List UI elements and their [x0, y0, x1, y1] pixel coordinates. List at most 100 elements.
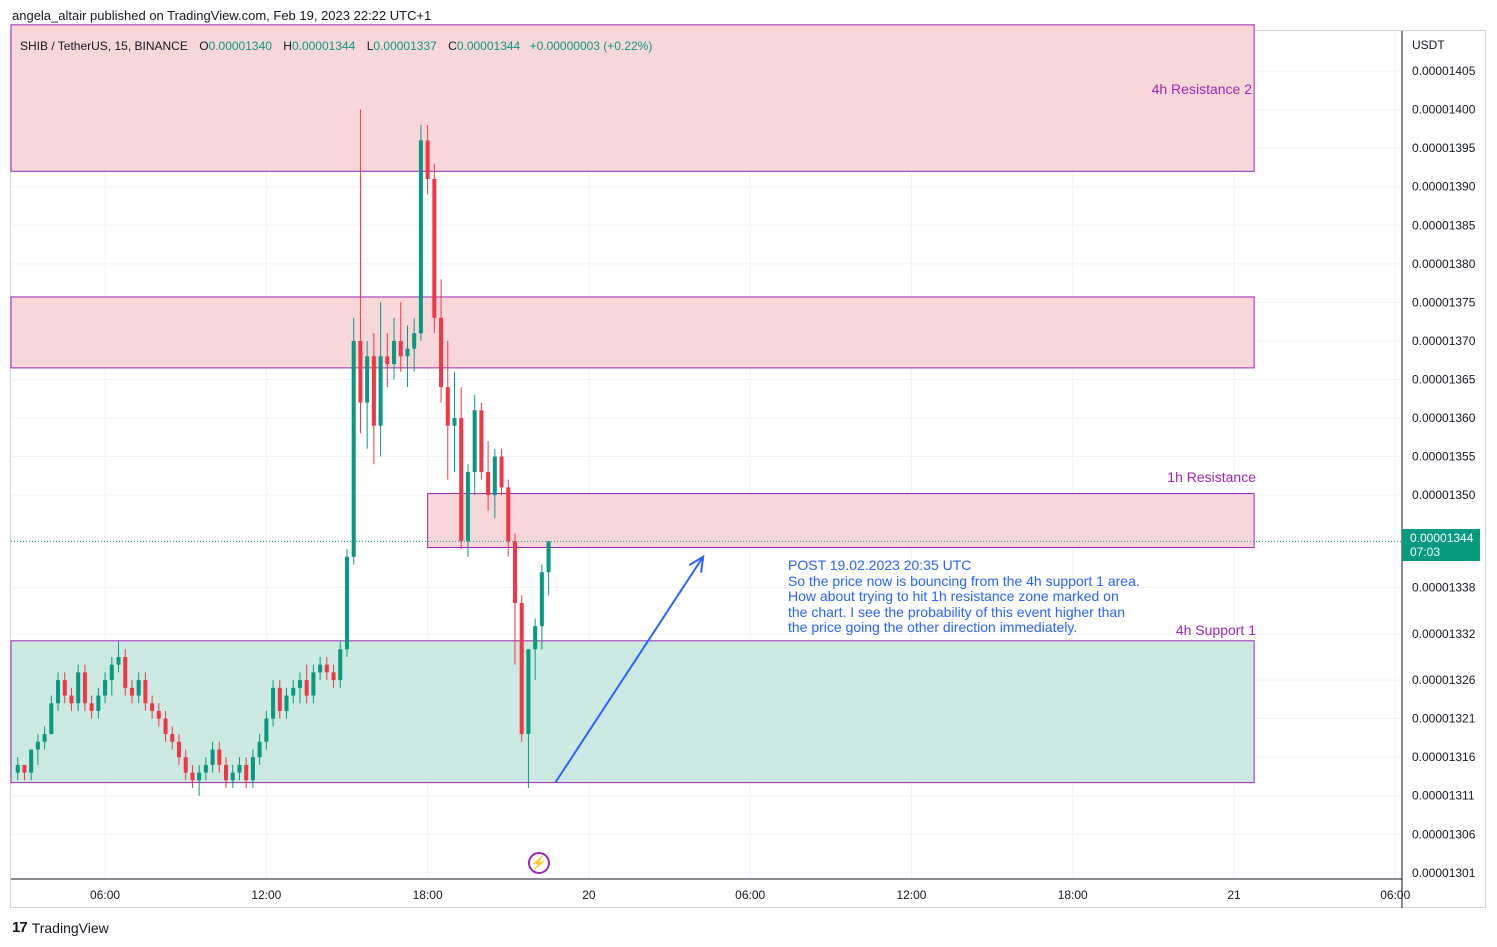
high-key: H [283, 39, 292, 53]
brand-name: TradingView [31, 919, 109, 936]
candle-body [398, 340, 403, 357]
y-tick-label: 0.00001316 [1412, 750, 1476, 764]
current-price-value: 0.00001344 [1410, 531, 1474, 545]
resistance-zone [427, 493, 1255, 549]
candle-body [492, 456, 497, 496]
candle-body [35, 741, 40, 750]
y-tick-label: 0.00001370 [1412, 334, 1476, 348]
x-tick-label: 06:00 [1380, 888, 1410, 902]
x-tick-label: 21 [1227, 888, 1241, 902]
candle-body [176, 741, 182, 758]
bar-countdown: 07:03 [1410, 545, 1441, 559]
candle-body [96, 695, 101, 711]
candle-body [385, 356, 390, 365]
zone-label-4h-support-1: 4h Support 1 [1175, 622, 1256, 638]
candle-body [264, 718, 269, 742]
candle-body [365, 356, 370, 403]
candle-body [190, 772, 195, 781]
candle-body [479, 410, 484, 472]
candle-body [533, 626, 538, 650]
candle-body [351, 340, 356, 557]
resistance-zone [10, 24, 1255, 172]
candle-body [197, 772, 202, 781]
candle-body [412, 333, 417, 349]
low-key: L [366, 39, 374, 53]
candle-body [459, 417, 464, 542]
annotation-note[interactable]: POST 19.02.2023 20:35 UTC So the price no… [788, 557, 1140, 636]
candle-body [170, 734, 175, 742]
candle-body [129, 687, 134, 696]
candle-body [432, 179, 437, 318]
projection-arrow-head [688, 554, 705, 573]
annotation-line: the chart. I see the probability of this… [788, 603, 1125, 620]
candle-body [250, 757, 255, 781]
candle-body [506, 487, 511, 542]
candle-body [217, 749, 222, 765]
candle-body [203, 764, 208, 773]
current-price-badge: 0.00001344 07:03 [1402, 529, 1480, 561]
resistance-zone [10, 296, 1255, 369]
y-tick-label: 0.00001355 [1412, 450, 1476, 464]
candle-body [472, 410, 477, 472]
tradingview-brand[interactable]: 17 TradingView [12, 919, 109, 936]
lightning-icon[interactable]: ⚡ [528, 852, 550, 874]
close-value: 0.00001344 [456, 39, 521, 53]
candle-body [230, 772, 235, 781]
x-tick-label: 06:00 [735, 888, 765, 902]
projection-arrow-line [554, 556, 704, 784]
candle-body [150, 703, 155, 711]
open-value: 0.00001340 [208, 39, 272, 53]
candle-body [163, 718, 168, 735]
candle-body [22, 764, 27, 773]
candle-body [311, 672, 316, 696]
candle-body [210, 749, 215, 765]
candle-body [82, 672, 87, 704]
candle-body [526, 649, 531, 735]
x-tick-label: 12:00 [251, 888, 281, 902]
y-tick-label: 0.00001365 [1412, 372, 1476, 386]
candle-body [143, 680, 148, 704]
zone-label-4h-resistance-2: 4h Resistance 2 [1151, 81, 1252, 97]
candle-body [338, 649, 343, 681]
candle-body [291, 687, 296, 696]
candle-body [237, 764, 242, 773]
candle-body [445, 387, 450, 426]
y-tick-label: 0.00001326 [1412, 673, 1476, 687]
x-tick-label: 12:00 [896, 888, 926, 902]
change-value: +0.00000003 (+0.22%) [529, 39, 653, 53]
candle-body [452, 417, 457, 426]
symbol-label[interactable]: SHIB / TetherUS, 15, BINANCE [20, 39, 188, 53]
candle-body [15, 764, 20, 773]
candle-body [465, 471, 470, 542]
candle-body [392, 340, 397, 365]
candle-body [62, 680, 67, 696]
price-axis-unit[interactable]: USDT [1412, 38, 1445, 52]
candle-body [49, 703, 54, 735]
ohlc-legend: SHIB / TetherUS, 15, BINANCE O0.00001340… [20, 39, 652, 53]
y-tick-label: 0.00001400 [1412, 103, 1476, 117]
y-tick-label: 0.00001350 [1412, 488, 1476, 502]
y-tick-label: 0.00001311 [1412, 789, 1475, 803]
candle-body [358, 340, 363, 403]
candle-body [318, 664, 323, 673]
x-tick-label: 18:00 [413, 888, 443, 902]
x-tick-label: 18:00 [1058, 888, 1088, 902]
y-tick-label: 0.00001395 [1412, 141, 1476, 155]
candle-body [76, 672, 81, 704]
annotation-line: POST 19.02.2023 20:35 UTC [788, 557, 972, 573]
y-tick-label: 0.00001338 [1412, 581, 1476, 595]
y-tick-label: 0.00001385 [1412, 218, 1476, 232]
candle-body [439, 317, 444, 388]
candle-body [69, 695, 74, 704]
y-tick-label: 0.00001390 [1412, 180, 1476, 194]
candle-body [244, 764, 249, 781]
high-value: 0.00001344 [291, 39, 356, 53]
close-key: C [448, 39, 457, 53]
candle-body [42, 734, 47, 742]
candle-body [378, 356, 383, 426]
y-tick-label: 0.00001306 [1412, 827, 1476, 841]
y-tick-label: 0.00001405 [1412, 64, 1476, 78]
candle-body [405, 348, 410, 357]
zone-label-1h-resistance: 1h Resistance [1167, 469, 1256, 485]
